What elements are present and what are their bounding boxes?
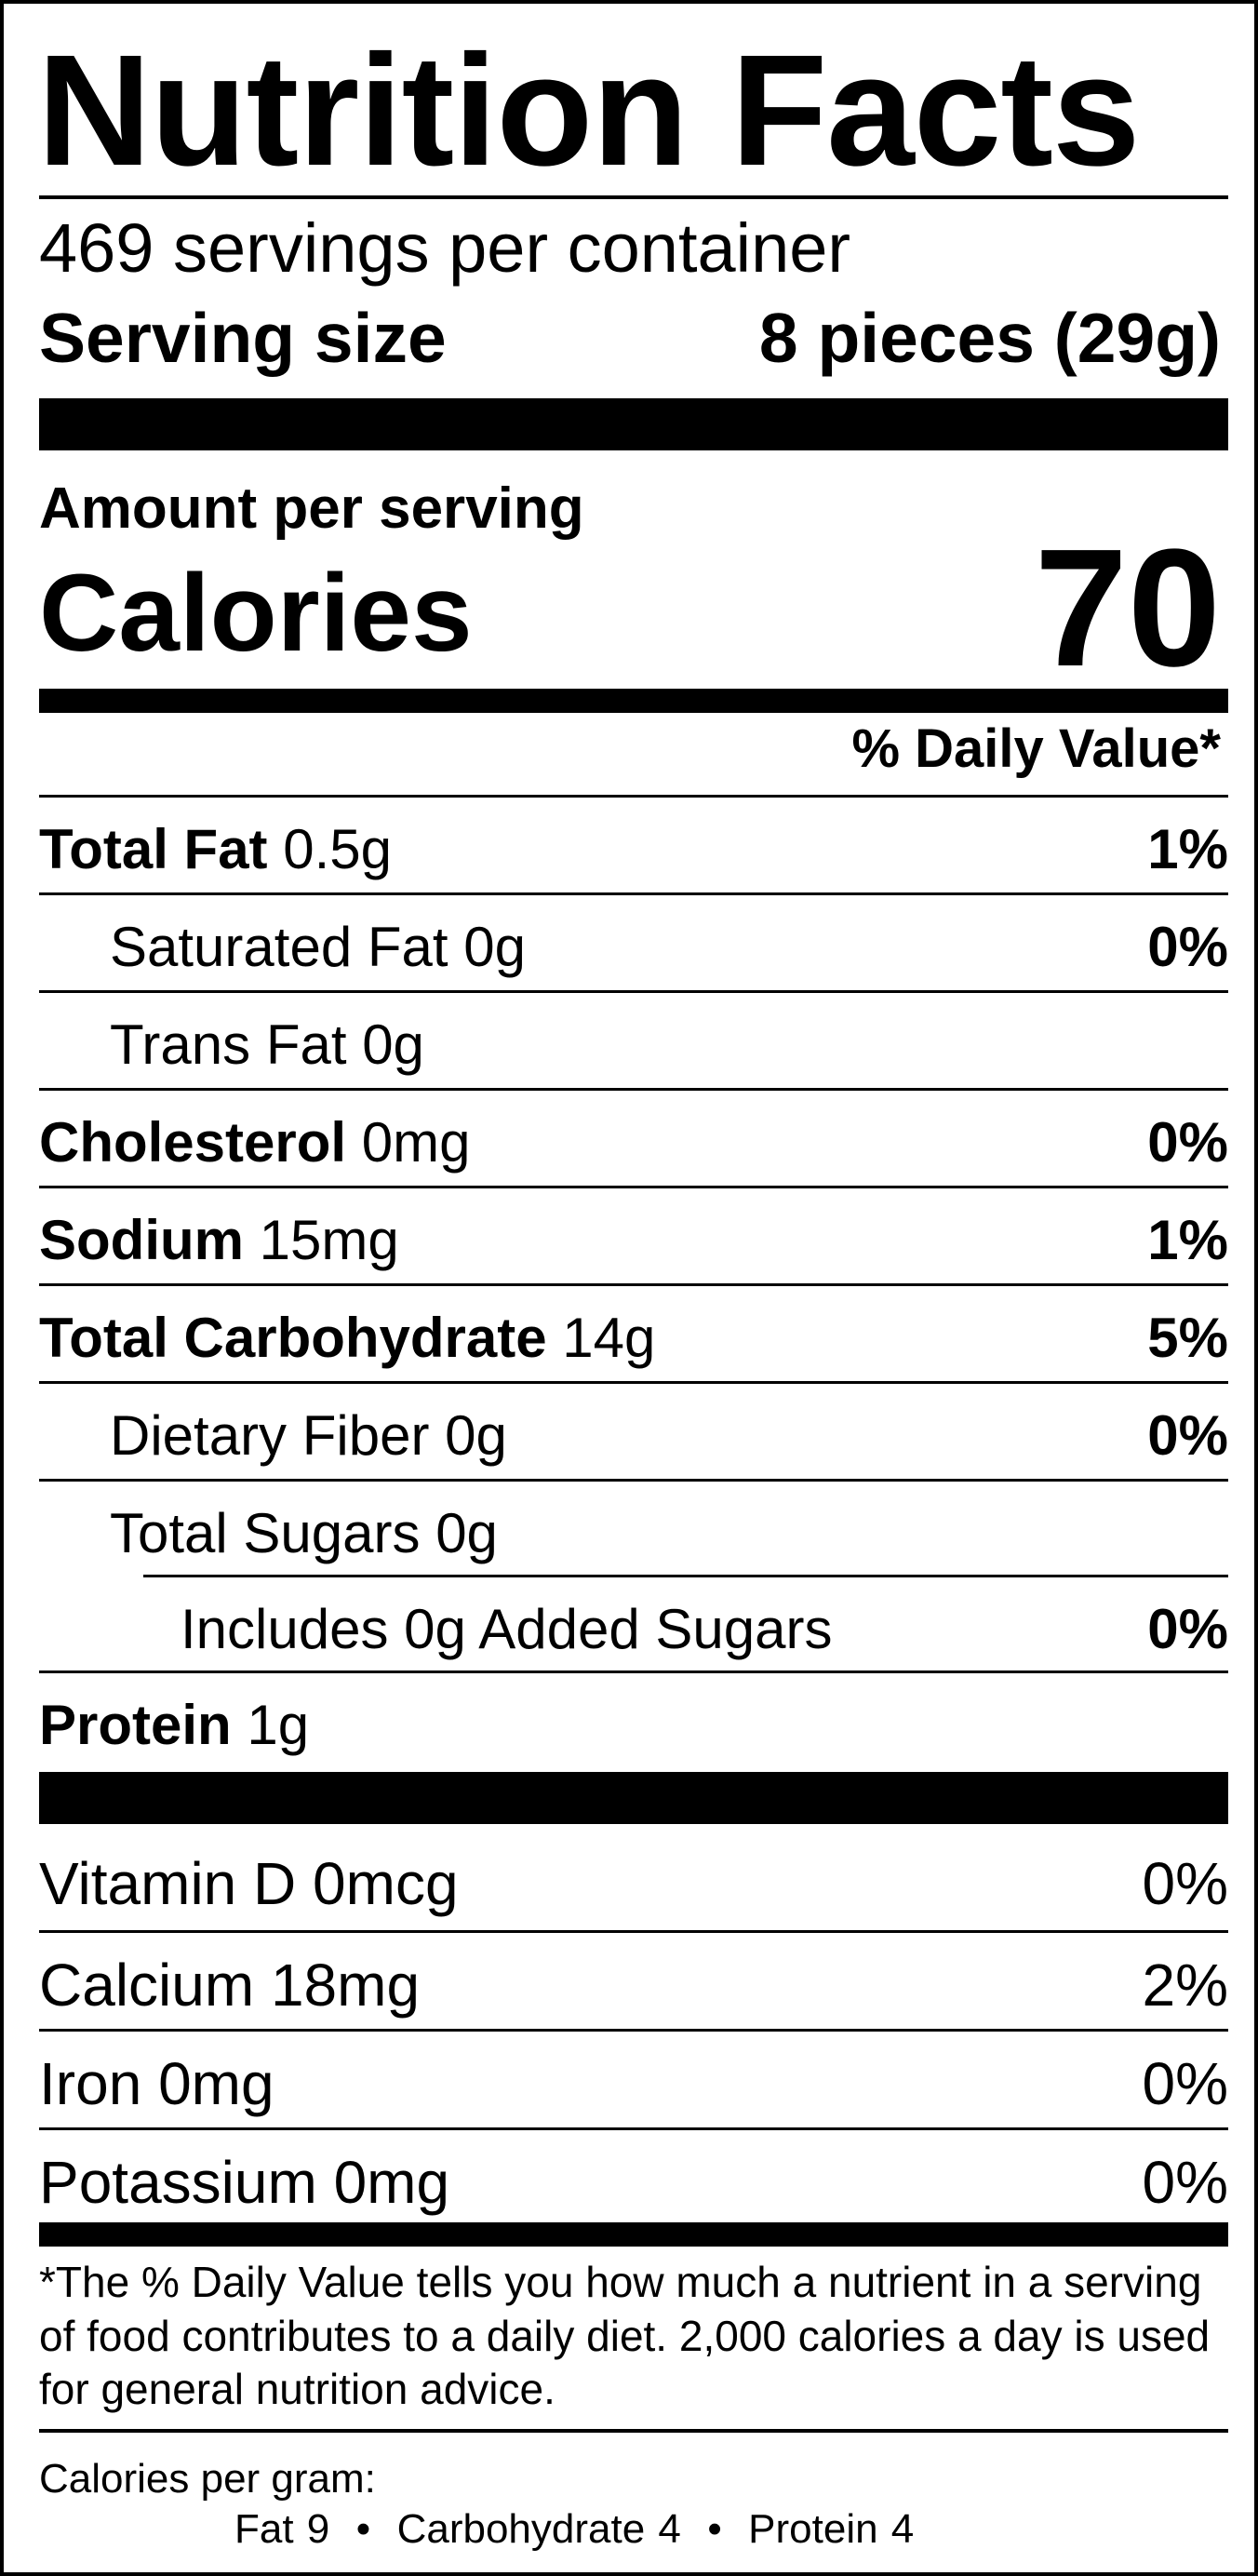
- vitamin-label: Potassium 0mg: [39, 2149, 450, 2216]
- nutrient-label: Trans Fat 0g: [110, 1013, 424, 1076]
- amount-per-serving: Amount per serving: [39, 476, 584, 541]
- nutrient-row-trans-fat: Trans Fat 0g: [39, 993, 1228, 1090]
- servings-per-container: 469 servings per container: [39, 209, 851, 287]
- nutrient-dv: 0%: [1147, 1404, 1228, 1467]
- vitamin-label: Calcium 18mg: [39, 1952, 421, 2019]
- nutrient-label: Saturated Fat 0g: [110, 916, 526, 978]
- nutrient-row-dietary-fiber: Dietary Fiber 0g 0%: [39, 1384, 1228, 1481]
- nutrient-label: Protein 1g: [39, 1694, 310, 1756]
- divider: [39, 990, 1228, 993]
- nutrient-dv: 0%: [1147, 1111, 1228, 1174]
- nutrient-label: Total Carbohydrate 14g: [39, 1307, 656, 1369]
- divider: [39, 2127, 1228, 2130]
- vitamin-dv: 2%: [1142, 1952, 1229, 2019]
- divider: [39, 795, 1228, 798]
- nutrient-row-total-sugars: Total Sugars 0g: [39, 1482, 1228, 1578]
- vitamin-row-iron: Iron 0mg 0%: [39, 2032, 1228, 2128]
- divider: [39, 1930, 1228, 1933]
- daily-value-header: % Daily Value*: [851, 718, 1221, 779]
- serving-size-label: Serving size: [39, 299, 447, 377]
- nutrient-row-saturated-fat: Saturated Fat 0g 0%: [39, 895, 1228, 992]
- nutrient-dv: 0%: [1147, 916, 1228, 978]
- divider: [39, 1186, 1228, 1188]
- divider: [39, 2029, 1228, 2032]
- divider: [39, 892, 1228, 895]
- divider: [39, 1381, 1228, 1384]
- daily-value-footnote: *The % Daily Value tells you how much a …: [39, 2258, 1211, 2413]
- thick-divider: [39, 1772, 1228, 1824]
- nutrient-dv: 5%: [1147, 1307, 1228, 1369]
- nutrient-row-total-fat: Total Fat 0.5g 1%: [39, 798, 1228, 894]
- calories-label: Calories: [39, 552, 473, 675]
- nutrient-row-total-carbohydrate: Total Carbohydrate 14g 5%: [39, 1286, 1228, 1383]
- vitamin-dv: 0%: [1142, 2050, 1229, 2117]
- nutrient-dv: 0%: [1147, 1598, 1228, 1660]
- vitamin-row-potassium: Potassium 0mg 0%: [39, 2130, 1228, 2227]
- nutrient-row-cholesterol: Cholesterol 0mg 0%: [39, 1091, 1228, 1187]
- vitamin-dv: 0%: [1142, 2149, 1229, 2216]
- vitamin-row-calcium: Calcium 18mg 2%: [39, 1933, 1228, 2030]
- divider: [39, 195, 1228, 199]
- nutrient-row-protein: Protein 1g: [39, 1673, 1228, 1770]
- divider: [39, 1283, 1228, 1286]
- label-title: Nutrition Facts: [37, 22, 1140, 199]
- nutrient-row-added-sugars: Includes 0g Added Sugars 0%: [39, 1577, 1228, 1674]
- serving-size-value: 8 pieces (29g): [758, 299, 1221, 377]
- nutrient-label: Includes 0g Added Sugars: [181, 1598, 833, 1660]
- divider: [39, 2429, 1228, 2433]
- vitamin-row-vitamin-d: Vitamin D 0mcg 0%: [39, 1831, 1228, 1928]
- nutrient-dv: 1%: [1147, 818, 1228, 880]
- vitamin-dv: 0%: [1142, 1850, 1229, 1917]
- calories-value: 70: [1034, 515, 1221, 702]
- divider: [143, 1575, 1228, 1577]
- nutrient-label: Dietary Fiber 0g: [110, 1404, 507, 1467]
- divider: [39, 1479, 1228, 1482]
- calories-per-gram-label: Calories per gram:: [39, 2456, 376, 2502]
- medium-divider: [39, 2222, 1228, 2247]
- nutrient-label: Cholesterol 0mg: [39, 1111, 471, 1174]
- nutrient-label: Total Fat 0.5g: [39, 818, 392, 880]
- calories-per-gram-values: Fat 9 • Carbohydrate 4 • Protein 4: [234, 2506, 915, 2552]
- medium-divider: [39, 689, 1228, 713]
- nutrient-row-sodium: Sodium 15mg 1%: [39, 1188, 1228, 1285]
- divider: [39, 1670, 1228, 1673]
- vitamin-label: Iron 0mg: [39, 2050, 274, 2117]
- thick-divider: [39, 398, 1228, 450]
- nutrient-dv: 1%: [1147, 1209, 1228, 1271]
- divider: [39, 1088, 1228, 1091]
- nutrient-label: Total Sugars 0g: [110, 1502, 498, 1564]
- vitamin-label: Vitamin D 0mcg: [39, 1850, 459, 1917]
- nutrient-label: Sodium 15mg: [39, 1209, 399, 1271]
